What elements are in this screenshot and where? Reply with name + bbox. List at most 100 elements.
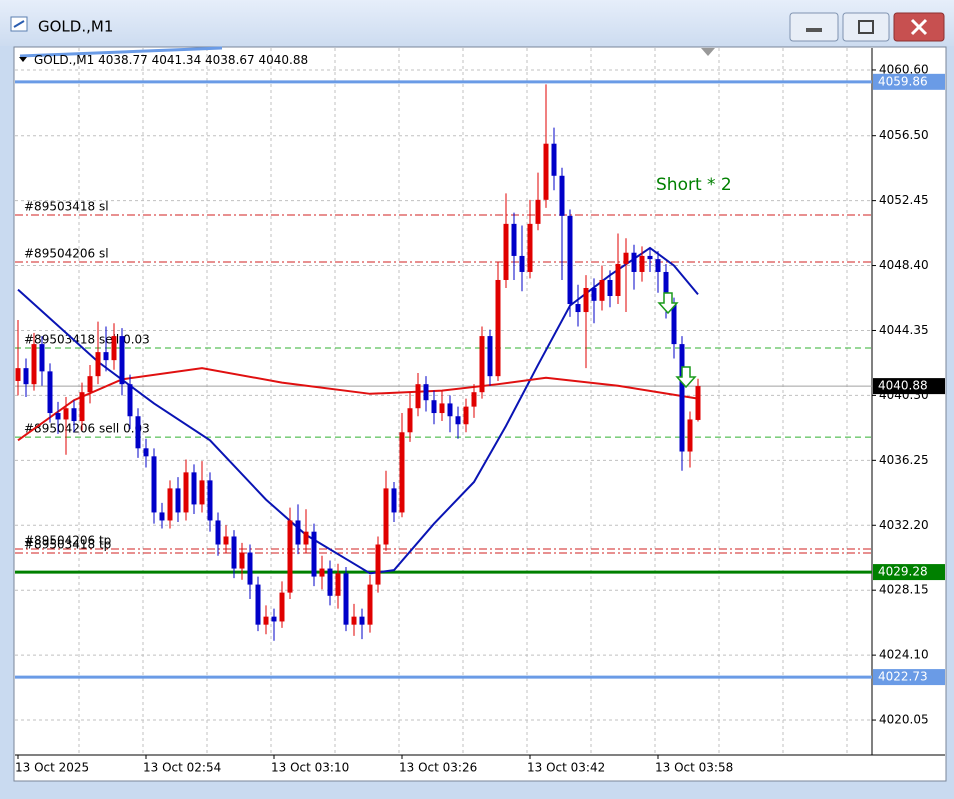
candle-body — [47, 371, 53, 414]
header-low: 4038.67 — [205, 53, 255, 67]
candle-body — [367, 584, 373, 625]
candle-body — [399, 432, 405, 513]
candle-body — [175, 488, 181, 513]
current-price-label: 4040.88 — [878, 379, 928, 393]
x-tick-label: 13 Oct 03:58 — [655, 761, 733, 775]
candle-body — [511, 223, 517, 256]
candle-body — [495, 279, 501, 377]
close-button[interactable] — [893, 12, 945, 42]
candle-body — [351, 616, 357, 625]
candle-body — [687, 419, 693, 452]
moving-average — [17, 367, 699, 442]
candle-body — [519, 255, 525, 272]
candle-body — [103, 352, 109, 361]
candle-body — [647, 255, 653, 260]
candle-body — [559, 175, 565, 216]
candle-body — [447, 403, 453, 417]
candle-body — [375, 544, 381, 585]
candle-body — [607, 279, 613, 297]
header: GOLD.,M1 4038.77 4041.34 4038.67 4040.88 — [19, 53, 308, 67]
candle-body — [527, 223, 533, 272]
grid — [15, 48, 872, 755]
candle-body — [207, 480, 213, 521]
order-label: #89504206 tp — [24, 533, 111, 547]
header-open: 4038.77 — [98, 53, 148, 67]
svg-text:GOLD.,M1 4038.77 4041.34 4038.: GOLD.,M1 4038.77 4041.34 4038.67 4040.88 — [34, 53, 308, 67]
header-symbol: GOLD.,M1 — [34, 53, 94, 67]
y-tick-label: 4032.20 — [879, 518, 929, 532]
candle-body — [55, 413, 61, 420]
candle-body — [255, 584, 261, 625]
y-tick-label: 4036.25 — [879, 453, 929, 467]
candle-body — [463, 406, 469, 425]
trend-line — [19, 46, 223, 58]
candle-body — [295, 520, 301, 545]
candle-body — [319, 568, 325, 577]
order-label: #89503418 sell 0.03 — [24, 332, 150, 346]
candle-body — [615, 263, 621, 297]
x-tick-label: 13 Oct 03:10 — [271, 761, 349, 775]
candle-body — [287, 520, 293, 593]
candle-body — [111, 336, 117, 361]
window-icon — [10, 16, 28, 32]
y-tick-label: 4024.10 — [879, 648, 929, 662]
x-tick-label: 13 Oct 03:42 — [527, 761, 605, 775]
candle-body — [239, 552, 245, 569]
candle-body — [679, 344, 685, 452]
candle-body — [215, 520, 221, 545]
candle-body — [143, 448, 149, 457]
candle-body — [199, 480, 205, 505]
candle-body — [167, 488, 173, 521]
chart-area — [13, 46, 947, 782]
candle-body — [415, 384, 421, 409]
header-close: 4040.88 — [258, 53, 308, 67]
candle-body — [223, 536, 229, 545]
candle-body — [335, 573, 341, 596]
candle-body — [263, 616, 269, 625]
candle-body — [303, 531, 309, 545]
candle-body — [71, 408, 77, 422]
candle-body — [407, 408, 413, 433]
candle-body — [183, 472, 189, 513]
candle-body — [455, 416, 461, 425]
candle-body — [95, 352, 101, 377]
candle-body — [551, 143, 557, 176]
order-label: #89504206 sl — [24, 247, 109, 261]
y-tick-label: 4056.50 — [879, 128, 929, 142]
candle-body — [119, 336, 125, 385]
candle-body — [151, 456, 157, 513]
y-tick-label: 4020.05 — [879, 713, 929, 727]
candle-body — [247, 552, 253, 585]
order-label: #89503418 tp — [24, 538, 111, 552]
candle-body — [359, 616, 365, 625]
candle-body — [671, 304, 677, 345]
candle-body — [583, 287, 589, 313]
candle-body — [391, 488, 397, 513]
candle-body — [279, 592, 285, 622]
level-price-label: 4059.86 — [878, 74, 928, 88]
candle-body — [271, 616, 277, 622]
candle-body — [135, 416, 141, 449]
candle-body — [663, 271, 669, 305]
order-label: #89503418 sl — [24, 200, 109, 214]
candle-body — [343, 573, 349, 625]
sell-arrow — [657, 292, 679, 315]
candle-body — [591, 287, 597, 301]
candle-body — [631, 252, 637, 272]
candle-body — [231, 536, 237, 569]
minimize-button[interactable] — [789, 12, 839, 42]
candle-body — [79, 392, 85, 422]
candle-body — [479, 336, 485, 393]
candle-body — [23, 368, 29, 385]
x-tick-label: 13 Oct 03:26 — [399, 761, 477, 775]
candle-body — [471, 392, 477, 407]
candle-body — [423, 384, 429, 401]
candle-body — [535, 199, 541, 224]
maximize-button[interactable] — [842, 12, 890, 42]
y-tick-label: 4060.60 — [879, 62, 929, 76]
level-price-label: 4022.73 — [878, 670, 928, 684]
y-tick-label: 4044.35 — [879, 323, 929, 337]
level-price-box — [873, 564, 945, 581]
candle-body — [439, 403, 445, 414]
